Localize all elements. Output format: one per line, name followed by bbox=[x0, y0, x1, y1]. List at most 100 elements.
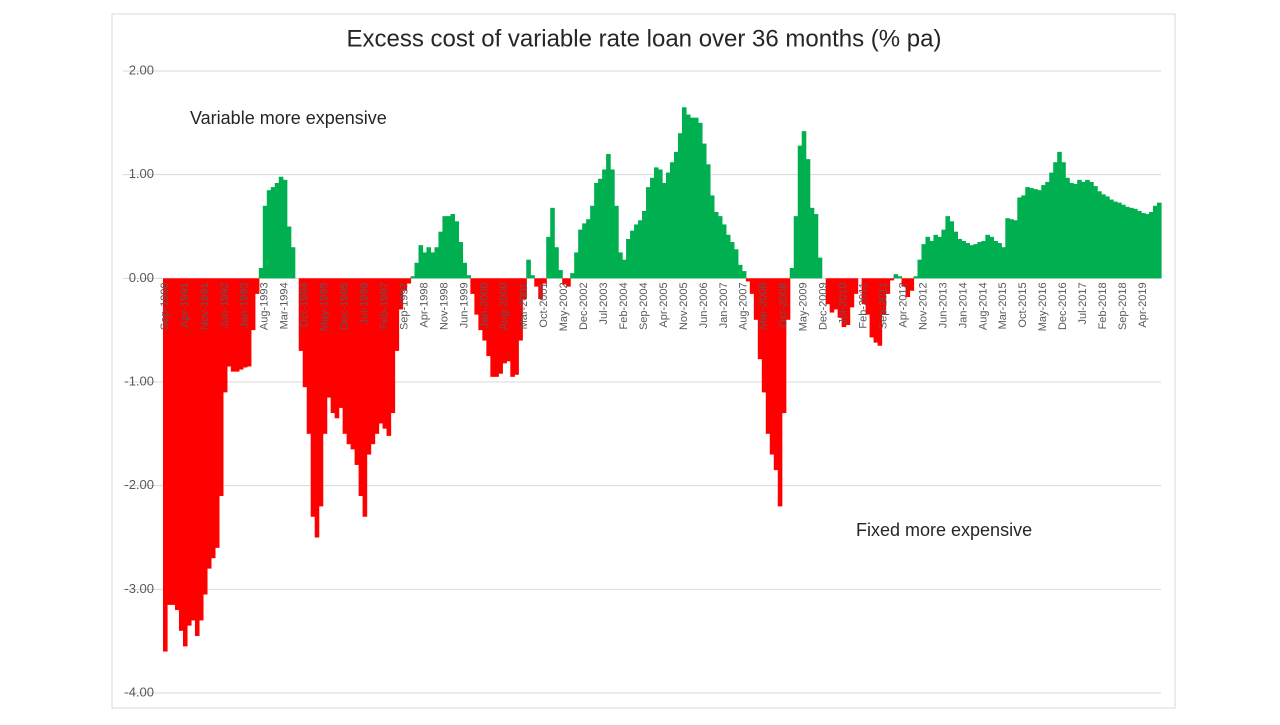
x-tick-label: Mar-2008 bbox=[758, 282, 770, 329]
area-slice bbox=[306, 278, 312, 434]
area-slice bbox=[757, 278, 763, 360]
y-tick-label: -1.00 bbox=[124, 373, 154, 388]
area-slice bbox=[346, 278, 352, 445]
area-slice bbox=[717, 216, 723, 279]
area-slice bbox=[282, 179, 288, 279]
area-slice bbox=[909, 278, 915, 291]
grid-layer bbox=[123, 70, 1161, 694]
area-slice bbox=[510, 278, 515, 377]
area-slice bbox=[913, 276, 919, 279]
area-slice bbox=[733, 249, 739, 279]
area-slice bbox=[230, 278, 236, 372]
area-slice bbox=[606, 153, 611, 279]
area-slice bbox=[226, 278, 232, 367]
area-slice bbox=[234, 278, 240, 372]
x-tick-label: Dec-2016 bbox=[1057, 282, 1069, 330]
area-slice bbox=[1085, 179, 1090, 279]
y-tick-label: -3.00 bbox=[124, 581, 154, 596]
area-slice bbox=[374, 278, 380, 434]
area-slice bbox=[218, 278, 224, 497]
x-tick-label: Aug-2000 bbox=[498, 282, 510, 330]
area-slice bbox=[1069, 182, 1074, 279]
area-slice bbox=[709, 195, 715, 279]
area-slice bbox=[354, 278, 360, 465]
x-tick-label: Mar-1994 bbox=[279, 282, 291, 329]
area-slice bbox=[610, 169, 615, 279]
area-slice bbox=[658, 169, 663, 279]
area-slice bbox=[358, 278, 364, 497]
area-slice bbox=[578, 229, 583, 279]
area-slice bbox=[646, 187, 651, 279]
area-slice bbox=[1117, 202, 1122, 279]
area-slice bbox=[382, 278, 388, 429]
area-slice bbox=[462, 262, 467, 279]
area-slice bbox=[1153, 205, 1158, 279]
area-slice bbox=[322, 278, 328, 434]
area-slice bbox=[662, 182, 667, 279]
area-slice bbox=[1109, 199, 1114, 279]
x-tick-label: Nov-1991 bbox=[199, 282, 211, 330]
area-slice bbox=[965, 243, 970, 279]
area-slice bbox=[1137, 210, 1142, 279]
area-slice bbox=[530, 275, 535, 279]
area-slice bbox=[414, 262, 420, 279]
area-slice bbox=[166, 278, 172, 605]
x-tick-label: Sep-2011 bbox=[877, 282, 889, 329]
area-slice bbox=[893, 274, 899, 279]
area-slice bbox=[813, 214, 819, 279]
area-slice bbox=[626, 238, 631, 279]
area-slice bbox=[310, 278, 316, 517]
area-slice bbox=[546, 236, 551, 279]
area-slice bbox=[170, 278, 176, 605]
area-slice bbox=[777, 278, 783, 507]
area-slice bbox=[298, 278, 304, 351]
area-slice bbox=[330, 278, 336, 414]
area-slice bbox=[889, 278, 895, 281]
area-slice bbox=[630, 230, 635, 279]
y-tick-label: -4.00 bbox=[124, 684, 154, 699]
area-slice bbox=[897, 276, 903, 279]
x-tick-label: Jan-1993 bbox=[239, 282, 251, 328]
x-tick-label: Jul-2010 bbox=[838, 282, 850, 324]
area-slice bbox=[334, 278, 340, 419]
area-slice bbox=[793, 216, 799, 279]
area-slice bbox=[402, 278, 408, 291]
area-slice bbox=[466, 275, 471, 279]
area-slice bbox=[350, 278, 356, 450]
area-slice bbox=[194, 278, 200, 636]
y-tick-label: 1.00 bbox=[129, 166, 154, 181]
x-tick-label: Nov-2012 bbox=[917, 282, 929, 330]
area-slice bbox=[1029, 188, 1034, 279]
area-slice bbox=[1045, 181, 1050, 279]
area-slice bbox=[845, 278, 851, 325]
area-slice bbox=[618, 252, 623, 279]
area-slice bbox=[430, 252, 436, 279]
area-slice bbox=[1077, 179, 1082, 279]
area-slice bbox=[518, 278, 523, 341]
x-tick-label: Nov-1998 bbox=[438, 282, 450, 330]
area-slice bbox=[1061, 162, 1066, 279]
x-tick-label: Jun-2013 bbox=[937, 282, 949, 328]
x-tick-label: Jan-2007 bbox=[718, 282, 730, 328]
x-tick-label: Aug-2007 bbox=[738, 282, 750, 330]
y-tick-label: -2.00 bbox=[124, 477, 154, 492]
area-slice bbox=[442, 216, 448, 279]
x-tick-label: Dec-1995 bbox=[339, 282, 351, 330]
area-slice bbox=[677, 133, 683, 279]
annotation: Variable more expensive bbox=[190, 108, 387, 128]
x-tick-label: Jul-2003 bbox=[598, 282, 610, 324]
area-slice bbox=[1073, 183, 1078, 279]
area-slice bbox=[554, 247, 559, 279]
area-slice bbox=[198, 278, 204, 621]
area-slice bbox=[458, 242, 463, 279]
annotation: Fixed more expensive bbox=[856, 520, 1032, 540]
area-slice bbox=[689, 117, 695, 279]
area-slice bbox=[514, 278, 519, 375]
area-slice bbox=[446, 216, 452, 279]
area-slice bbox=[1141, 213, 1146, 279]
area-slice bbox=[949, 221, 955, 279]
area-slice bbox=[266, 190, 272, 279]
area-slice bbox=[1049, 172, 1054, 279]
x-tick-label: May-2016 bbox=[1037, 282, 1049, 331]
